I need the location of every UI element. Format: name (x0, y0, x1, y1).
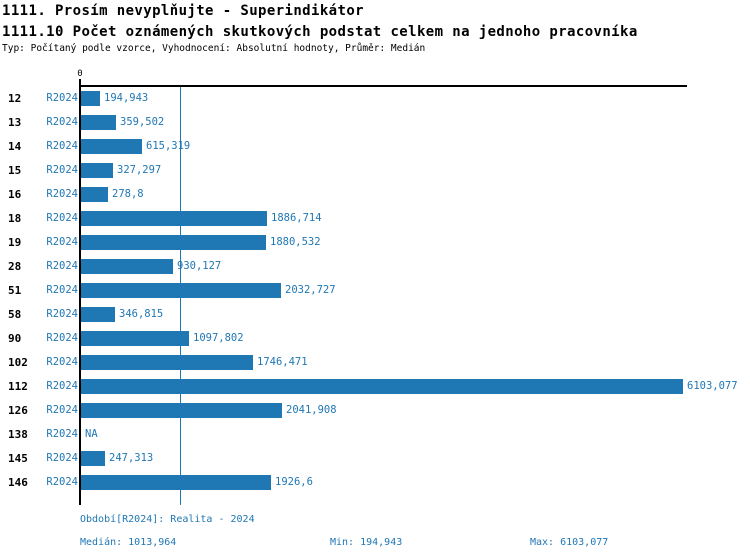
indicator-title: 1111.10 Počet oznámených skutkových pods… (2, 24, 638, 40)
chart-row: 90 R2024 1097,802 (0, 331, 750, 355)
x-axis-line (80, 85, 687, 87)
chart-row: 51 R2024 2032,727 (0, 283, 750, 307)
value-bar (81, 283, 281, 298)
bar-value-label: 194,943 (104, 92, 149, 104)
row-series-label: R2024 (46, 332, 78, 344)
value-bar (81, 355, 253, 370)
row-series-label: R2024 (46, 188, 78, 200)
value-bar (81, 235, 266, 250)
bar-value-label: 1926,6 (275, 476, 313, 488)
row-series-label: R2024 (46, 212, 78, 224)
row-category-label: 112 (8, 380, 28, 393)
row-series-label: R2024 (46, 140, 78, 152)
bar-value-label: 1880,532 (270, 236, 321, 248)
row-series-label: R2024 (46, 404, 78, 416)
row-category-label: 28 (8, 260, 22, 273)
row-series-label: R2024 (46, 164, 78, 176)
row-series-label: R2024 (46, 260, 78, 272)
chart-row: 15 R2024 327,297 (0, 163, 750, 187)
bar-value-label: 346,815 (119, 308, 164, 320)
row-series-label: R2024 (46, 428, 78, 440)
value-bar (81, 91, 100, 106)
row-category-label: 146 (8, 476, 28, 489)
row-series-label: R2024 (46, 452, 78, 464)
indicator-subtitle: Typ: Počítaný podle vzorce, Vyhodnocení:… (2, 43, 426, 54)
bar-value-label: 930,127 (177, 260, 222, 272)
value-bar (81, 115, 116, 130)
value-bar (81, 139, 142, 154)
report-title: 1111. Prosím nevyplňujte - Superindikáto… (2, 3, 364, 19)
row-series-label: R2024 (46, 116, 78, 128)
y-axis-line (79, 79, 81, 505)
value-bar (81, 403, 282, 418)
row-category-label: 13 (8, 116, 22, 129)
chart-row: 138 R2024 NA (0, 427, 750, 451)
row-series-label: R2024 (46, 236, 78, 248)
chart-row: 12 R2024 194,943 (0, 91, 750, 115)
chart-row: 58 R2024 346,815 (0, 307, 750, 331)
row-category-label: 138 (8, 428, 28, 441)
row-series-label: R2024 (46, 92, 78, 104)
row-series-label: R2024 (46, 476, 78, 488)
value-bar (81, 187, 108, 202)
bar-value-label: 278,8 (112, 188, 144, 200)
bar-value-label: 1886,714 (271, 212, 322, 224)
chart-row: 19 R2024 1880,532 (0, 235, 750, 259)
row-category-label: 51 (8, 284, 22, 297)
row-category-label: 16 (8, 188, 22, 201)
value-bar (81, 307, 115, 322)
chart-row: 102 R2024 1746,471 (0, 355, 750, 379)
row-category-label: 145 (8, 452, 28, 465)
bar-value-label: 247,313 (109, 452, 154, 464)
bar-value-label: NA (85, 428, 98, 440)
row-category-label: 90 (8, 332, 22, 345)
row-series-label: R2024 (46, 380, 78, 392)
row-category-label: 15 (8, 164, 22, 177)
chart-row: 126 R2024 2041,908 (0, 403, 750, 427)
value-bar (81, 379, 683, 394)
bar-value-label: 1097,802 (193, 332, 244, 344)
chart-row: 13 R2024 359,502 (0, 115, 750, 139)
chart-row: 14 R2024 615,319 (0, 139, 750, 163)
row-series-label: R2024 (46, 308, 78, 320)
bar-value-label: 1746,471 (257, 356, 308, 368)
row-series-label: R2024 (46, 284, 78, 296)
bar-value-label: 327,297 (117, 164, 162, 176)
value-bar (81, 475, 271, 490)
footer-max-label: Max: 6103,077 (530, 537, 609, 548)
bar-value-label: 359,502 (120, 116, 165, 128)
value-bar (81, 211, 267, 226)
row-series-label: R2024 (46, 356, 78, 368)
footer-median-label: Medián: 1013,964 (80, 537, 177, 548)
x-axis-zero-tick-label: 0 (77, 69, 83, 79)
bar-value-label: 6103,077 (687, 380, 738, 392)
row-category-label: 18 (8, 212, 22, 225)
footer-min-label: Min: 194,943 (330, 537, 403, 548)
row-category-label: 58 (8, 308, 22, 321)
bar-value-label: 2032,727 (285, 284, 336, 296)
chart-row: 146 R2024 1926,6 (0, 475, 750, 499)
chart-row: 18 R2024 1886,714 (0, 211, 750, 235)
row-category-label: 14 (8, 140, 22, 153)
row-category-label: 102 (8, 356, 28, 369)
row-category-label: 12 (8, 92, 22, 105)
value-bar (81, 259, 173, 274)
footer-period-label: Období[R2024]: Realita - 2024 (80, 514, 255, 525)
chart-row: 28 R2024 930,127 (0, 259, 750, 283)
value-bar (81, 163, 113, 178)
bar-value-label: 615,319 (146, 140, 191, 152)
chart-row: 112 R2024 6103,077 (0, 379, 750, 403)
row-category-label: 126 (8, 404, 28, 417)
chart-row: 16 R2024 278,8 (0, 187, 750, 211)
bar-value-label: 2041,908 (286, 404, 337, 416)
value-bar (81, 451, 105, 466)
value-bar (81, 331, 189, 346)
row-category-label: 19 (8, 236, 22, 249)
chart-row: 145 R2024 247,313 (0, 451, 750, 475)
